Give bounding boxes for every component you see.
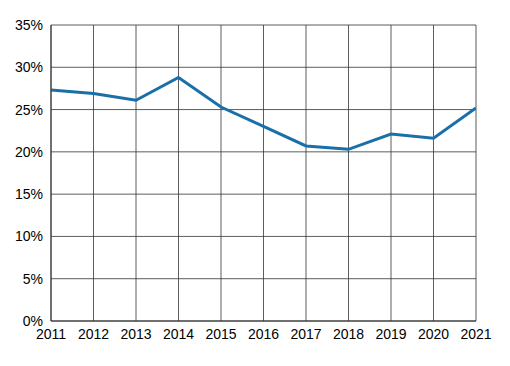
svg-text:2012: 2012 bbox=[78, 326, 109, 342]
svg-text:2011: 2011 bbox=[35, 325, 67, 342]
svg-text:2016: 2016 bbox=[248, 326, 279, 342]
svg-text:20%: 20% bbox=[15, 144, 43, 160]
svg-text:2015: 2015 bbox=[205, 326, 236, 342]
svg-text:25%: 25% bbox=[15, 102, 43, 118]
svg-text:30%: 30% bbox=[15, 59, 43, 75]
svg-text:2018: 2018 bbox=[333, 326, 364, 342]
svg-text:2019: 2019 bbox=[375, 326, 406, 342]
svg-text:2013: 2013 bbox=[120, 326, 151, 342]
svg-text:2021: 2021 bbox=[460, 326, 491, 342]
svg-text:5%: 5% bbox=[23, 271, 43, 287]
svg-text:15%: 15% bbox=[15, 186, 43, 202]
svg-text:10%: 10% bbox=[15, 228, 43, 244]
svg-text:2014: 2014 bbox=[163, 326, 194, 342]
svg-text:2017: 2017 bbox=[290, 326, 321, 342]
svg-text:35%: 35% bbox=[15, 17, 43, 33]
svg-text:2020: 2020 bbox=[418, 326, 449, 342]
svg-text:0%: 0% bbox=[23, 313, 43, 329]
